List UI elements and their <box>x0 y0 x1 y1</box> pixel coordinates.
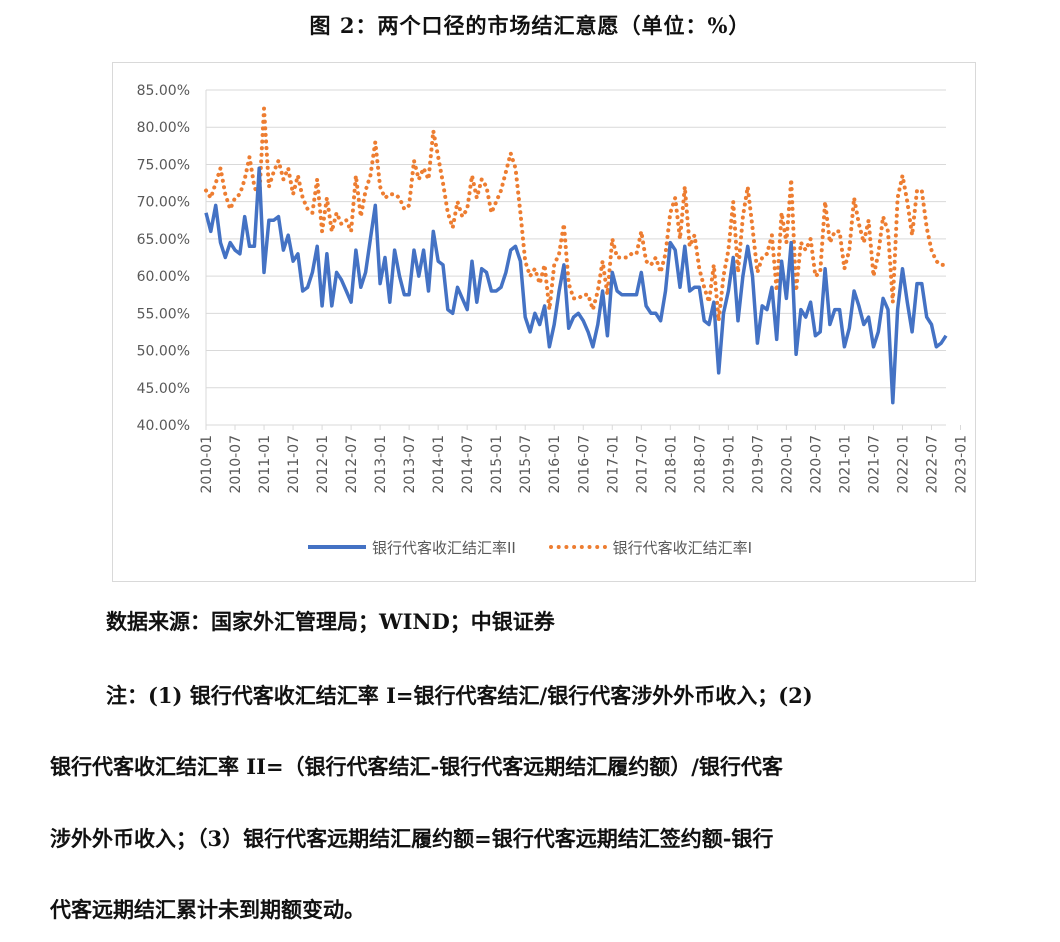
y-axis-ticks: 85.00% 80.00% 75.00% 70.00% 65.00% 60.00% 55.0… <box>137 83 190 434</box>
series-line-settlement-rate-ii <box>204 166 948 405</box>
x-tick-label: 2021-07 <box>866 435 882 494</box>
y-tick-label: 70.00% <box>137 195 190 211</box>
x-tick-label: 2015-07 <box>518 435 534 494</box>
y-tick-label: 80.00% <box>137 120 190 136</box>
figure-title: 图 2：两个口径的市场结汇意愿（单位：%） <box>309 13 751 38</box>
x-tick-label: 2020-07 <box>808 435 824 494</box>
y-tick-label: 65.00% <box>137 232 190 248</box>
x-tick-label: 2019-01 <box>721 435 737 494</box>
x-tick-label: 2017-01 <box>605 435 621 494</box>
series-layer <box>204 106 948 405</box>
legend-swatch-dotted <box>548 545 607 549</box>
x-tick-label: 2018-01 <box>663 435 679 494</box>
note-line-1: 注：(1) 银行代客收汇结汇率 I=银行代客结汇/银行代客涉外外币收入；(2) <box>106 683 813 708</box>
line-chart: 85.00% 80.00% 75.00% 70.00% 65.00% 60.00% 55.0… <box>137 83 970 494</box>
y-tick-label: 60.00% <box>137 269 190 285</box>
x-tick-label: 2013-01 <box>373 435 389 494</box>
x-tick-label: 2016-01 <box>547 435 563 494</box>
x-tick-label: 2015-01 <box>489 435 505 494</box>
legend-label-series-ii: 银行代客收汇结汇率II <box>371 538 516 557</box>
y-tick-label: 50.00% <box>137 344 190 360</box>
x-tick-label: 2017-07 <box>634 435 650 494</box>
y-tick-label: 75.00% <box>137 157 190 173</box>
x-tick-label: 2011-07 <box>286 435 302 494</box>
y-tick-label: 45.00% <box>137 381 190 397</box>
y-tick-label: 85.00% <box>137 83 190 99</box>
series-line-settlement-rate-i <box>204 106 948 323</box>
note-line-3: 涉外外币收入；（3）银行代客远期结汇履约额=银行代客远期结汇签约额-银行 <box>50 826 774 851</box>
x-tick-label: 2018-07 <box>692 435 708 494</box>
x-tick-label: 2016-07 <box>576 435 592 494</box>
chart-legend: 银行代客收汇结汇率II 银行代客收汇结汇率I <box>0 535 1060 559</box>
y-tick-label: 40.00% <box>137 418 190 434</box>
x-tick-label: 2012-01 <box>315 435 331 494</box>
x-tick-label: 2013-07 <box>402 435 418 494</box>
x-tick-label: 2020-01 <box>779 435 795 494</box>
x-tick-label: 2012-07 <box>344 435 360 494</box>
x-tick-label: 2022-07 <box>924 435 940 494</box>
x-axis-ticks: 2010-01 2010-07 2011-01 2011-07 2012-01 2012-… <box>199 425 970 494</box>
legend-item-series-ii: 银行代客收汇结汇率II <box>307 537 516 558</box>
note-line-2: 银行代客收汇结汇率 II=（银行代客结汇-银行代客远期结汇履约额）/银行代客 <box>50 754 783 779</box>
y-tick-label: 55.00% <box>137 306 190 322</box>
x-tick-label: 2011-01 <box>257 435 273 494</box>
legend-item-series-i: 银行代客收汇结汇率I <box>548 537 753 558</box>
x-tick-label: 2021-01 <box>837 435 853 494</box>
legend-swatch-solid <box>307 545 366 549</box>
x-tick-label: 2022-01 <box>895 435 911 494</box>
source-text: 数据来源：国家外汇管理局；WIND；中银证券 <box>106 609 555 634</box>
x-tick-label: 2014-07 <box>460 435 476 494</box>
x-tick-label: 2019-07 <box>750 435 766 494</box>
x-tick-label: 2010-07 <box>228 435 244 494</box>
x-tick-label: 2010-01 <box>199 435 215 494</box>
note-line-4: 代客远期结汇累计未到期额变动。 <box>50 897 365 922</box>
legend-label-series-i: 银行代客收汇结汇率I <box>612 538 753 557</box>
x-tick-label: 2023-01 <box>954 435 970 494</box>
x-tick-label: 2014-01 <box>431 435 447 494</box>
